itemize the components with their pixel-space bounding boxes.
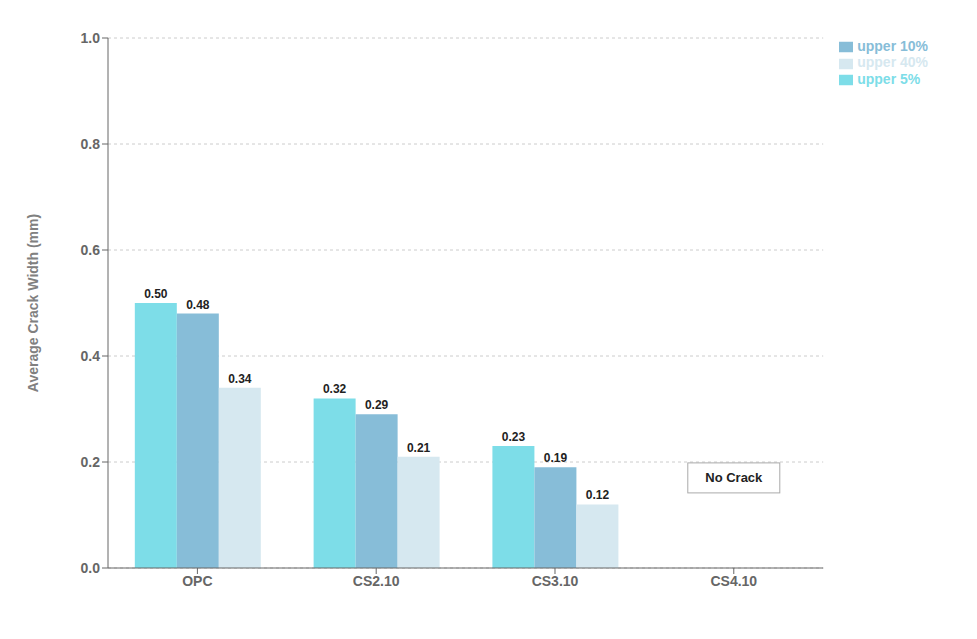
svg-text:0.0: 0.0 bbox=[81, 560, 101, 576]
svg-text:0.29: 0.29 bbox=[365, 398, 389, 412]
svg-text:0.6: 0.6 bbox=[81, 242, 101, 258]
svg-text:CS2.10: CS2.10 bbox=[353, 573, 400, 589]
svg-text:0.12: 0.12 bbox=[586, 488, 610, 502]
svg-text:0.21: 0.21 bbox=[407, 441, 431, 455]
svg-text:CS3.10: CS3.10 bbox=[532, 573, 579, 589]
svg-text:0.34: 0.34 bbox=[228, 372, 252, 386]
svg-text:CS4.10: CS4.10 bbox=[710, 573, 757, 589]
html-text:upper 10%: upper 10% bbox=[857, 38, 928, 54]
svg-text:0.50: 0.50 bbox=[144, 287, 168, 301]
svg-text:OPC: OPC bbox=[182, 573, 212, 589]
svg-text:0.4: 0.4 bbox=[81, 348, 101, 364]
svg-text:1.0: 1.0 bbox=[81, 30, 101, 46]
html-text:upper 5%: upper 5% bbox=[857, 70, 921, 87]
svg-text:0.32: 0.32 bbox=[323, 382, 347, 396]
html-text:upper 40%: upper 40% bbox=[857, 54, 928, 71]
svg-text:0.19: 0.19 bbox=[544, 451, 568, 465]
svg-text:0.8: 0.8 bbox=[81, 136, 101, 152]
svg-text:No Crack: No Crack bbox=[705, 470, 763, 485]
svg-text:0.48: 0.48 bbox=[186, 298, 210, 312]
svg-text:0.2: 0.2 bbox=[81, 454, 101, 470]
svg-text:0.23: 0.23 bbox=[502, 430, 526, 444]
svg-text:Average Crack Width (mm): Average Crack Width (mm) bbox=[25, 214, 41, 392]
